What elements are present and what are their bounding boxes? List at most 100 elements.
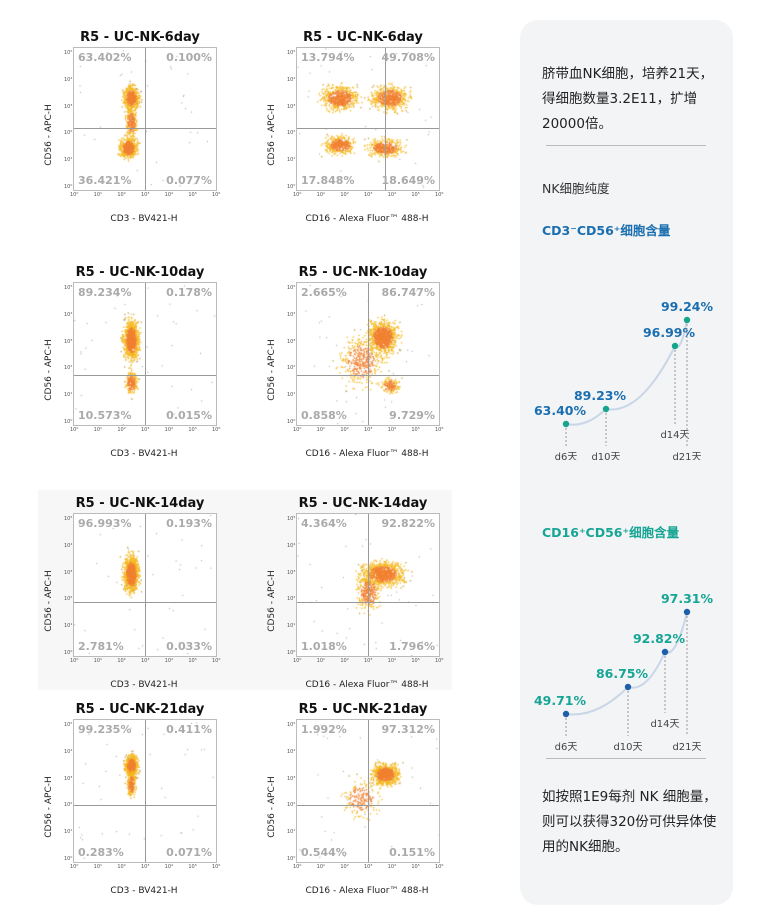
quadrant-ll: 0.544%: [301, 846, 347, 859]
plot-area: 99.235% 0.411% 0.283% 0.071%: [73, 719, 217, 863]
y-axis-label: CD56 - APC-H: [267, 104, 277, 166]
quadrant-vline: [145, 514, 146, 656]
chart1: 63.40% d6天 89.23% d10天 96.99% d14天 99.24% d21天: [534, 299, 714, 460]
trend-line: [565, 611, 688, 716]
x-tick: 10²: [117, 427, 126, 433]
trend-line: [565, 319, 688, 426]
category-label: d6天: [555, 742, 578, 753]
plot-area: 96.993% 0.193% 2.781% 0.033%: [73, 513, 217, 657]
data-point: [671, 342, 679, 350]
y-axis-label: CD56 - APC-H: [267, 570, 277, 632]
x-axis-label: CD16 - Alexa Fluor™ 488-H: [305, 886, 429, 896]
y-tick: 10⁵: [64, 50, 73, 57]
x-tick: 10⁰: [293, 658, 302, 664]
x-tick: 10²: [117, 864, 126, 870]
x-tick: 10¹: [316, 427, 326, 433]
data-point: [624, 683, 632, 691]
quadrant-hline: [297, 805, 439, 807]
y-tick: 10⁰: [64, 856, 73, 862]
y-tick: 10²: [287, 802, 296, 809]
x-tick: 10⁶: [435, 658, 444, 664]
x-tick: 10²: [117, 658, 126, 664]
x-tick: 10⁵: [411, 864, 420, 870]
y-tick: 10²: [287, 365, 296, 372]
y-tick: 10³: [287, 338, 296, 345]
y-tick: 10⁴: [64, 748, 73, 755]
plot-title: R5 - UC-NK-6day: [80, 30, 200, 45]
flow-plot: R5 - UC-NK-21day 1.992% 97.312% 0.544% 0…: [263, 702, 463, 907]
quadrant-ul: 89.234%: [78, 286, 132, 299]
x-tick: 10⁴: [164, 427, 174, 433]
x-axis-label: CD3 - BV421-H: [110, 449, 178, 459]
quadrant-ul: 99.235%: [78, 723, 132, 736]
x-tick: 10²: [340, 192, 349, 198]
plot-area: 2.665% 86.747% 0.858% 9.729%: [296, 282, 440, 426]
y-tick: 10¹: [287, 623, 296, 630]
x-tick: 10¹: [316, 658, 326, 664]
x-tick: 10²: [340, 658, 349, 664]
y-tick: 10²: [64, 365, 73, 372]
quadrant-ll: 2.781%: [78, 640, 124, 653]
y-tick: 10³: [64, 775, 73, 782]
x-tick: 10⁴: [387, 192, 397, 198]
plot-title: R5 - UC-NK-10day: [298, 265, 428, 280]
x-tick: 10⁶: [212, 864, 221, 870]
quadrant-vline: [145, 48, 146, 190]
y-axis-label: CD56 - APC-H: [44, 776, 54, 838]
y-tick: 10³: [64, 569, 73, 576]
x-tick: 10⁴: [387, 658, 397, 664]
y-tick: 10⁰: [287, 184, 296, 190]
quadrant-ur: 49.708%: [381, 51, 435, 64]
quadrant-vline: [368, 283, 369, 425]
y-axis-label: CD56 - APC-H: [267, 339, 277, 401]
data-point: [661, 648, 669, 656]
data-point: [602, 405, 610, 413]
y-tick: 10⁰: [64, 650, 73, 656]
density-dots: [297, 48, 439, 190]
quadrant-ur: 0.411%: [166, 723, 212, 736]
y-tick: 10⁴: [287, 542, 296, 549]
x-tick: 10²: [340, 864, 349, 870]
quadrant-hline: [297, 127, 439, 129]
flow-plot: R5 - UC-NK-10day 2.665% 86.747% 0.858% 9…: [263, 265, 463, 470]
y-tick: 10⁴: [287, 748, 296, 755]
x-tick: 10¹: [93, 192, 103, 198]
data-point: [562, 710, 570, 718]
y-tick: 10⁰: [64, 184, 73, 190]
x-axis-label: CD3 - BV421-H: [110, 680, 178, 690]
data-label: 86.75%: [596, 666, 649, 681]
data-point: [562, 420, 570, 428]
x-tick: 10³: [364, 192, 373, 198]
x-tick: 10³: [141, 192, 150, 198]
x-tick: 10⁵: [188, 192, 197, 198]
quadrant-ll: 36.421%: [78, 174, 132, 187]
flow-plot: R5 - UC-NK-6day 13.794% 49.708% 17.848% …: [263, 30, 463, 235]
quadrant-ur: 0.100%: [166, 51, 212, 64]
y-tick: 10⁴: [287, 76, 296, 83]
x-tick: 10¹: [316, 864, 326, 870]
x-tick: 10⁴: [164, 658, 174, 664]
x-tick: 10⁵: [411, 192, 420, 198]
y-axis-label: CD56 - APC-H: [44, 104, 54, 166]
x-tick: 10²: [340, 427, 349, 433]
y-tick: 10⁰: [287, 856, 296, 862]
y-tick: 10⁴: [64, 542, 73, 549]
summary-panel: 脐带血NK细胞，培养21天，得细胞数量3.2E11，扩增20000倍。 NK细胞…: [520, 20, 733, 905]
x-tick: 10³: [141, 658, 150, 664]
quadrant-ll: 0.283%: [78, 846, 124, 859]
quadrant-ul: 2.665%: [301, 286, 347, 299]
y-tick: 10¹: [64, 157, 73, 164]
plot-title: R5 - UC-NK-10day: [75, 265, 205, 280]
y-tick: 10¹: [64, 829, 73, 836]
chart2-title: CD16⁺CD56⁺细胞含量: [542, 525, 680, 540]
quadrant-lr: 18.649%: [381, 174, 435, 187]
quadrant-hline: [297, 602, 439, 604]
data-label: 96.99%: [643, 325, 696, 340]
category-label: d14天: [660, 430, 689, 441]
x-tick: 10⁵: [411, 658, 420, 664]
x-tick: 10¹: [316, 192, 326, 198]
data-label: 49.71%: [534, 693, 587, 708]
quadrant-hline: [297, 375, 439, 377]
y-tick: 10²: [287, 130, 296, 137]
category-label: d21天: [672, 452, 701, 460]
